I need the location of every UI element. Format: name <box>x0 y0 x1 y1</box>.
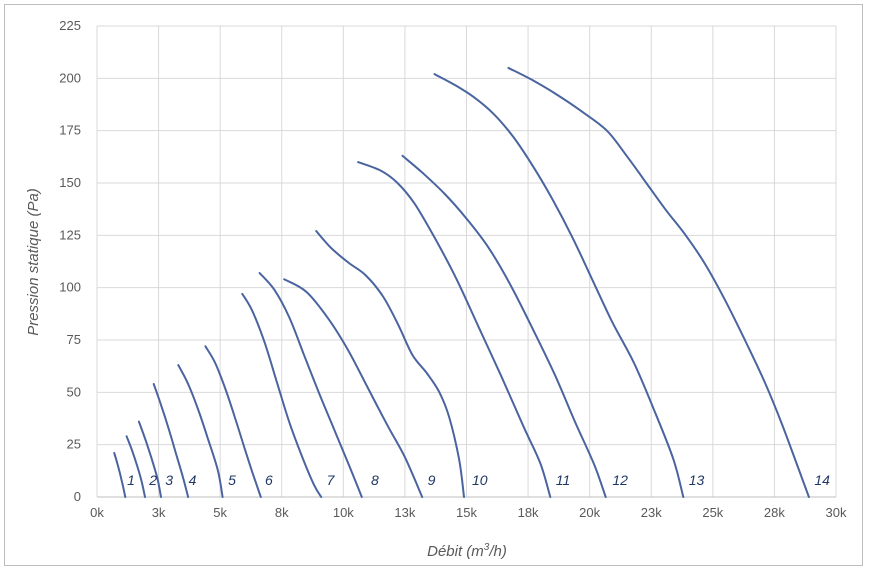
curve-label-1: 1 <box>127 472 135 488</box>
fan-curve-1 <box>113 452 127 498</box>
y-tick-label: 150 <box>59 175 81 190</box>
x-axis-title: Débit (m3/h) <box>427 542 507 560</box>
fan-curve-6 <box>204 345 262 498</box>
x-tick-label: 18k <box>518 505 539 520</box>
fan-curves <box>113 66 810 498</box>
fan-curve-8 <box>258 272 363 498</box>
y-tick-label: 225 <box>59 18 81 33</box>
x-tick-label: 28k <box>764 505 785 520</box>
fan-curve-2 <box>125 435 146 498</box>
x-tick-label: 25k <box>702 505 723 520</box>
curve-label-14: 14 <box>814 472 830 488</box>
curve-label-8: 8 <box>371 472 379 488</box>
y-tick-label: 75 <box>67 332 81 347</box>
fan-curve-3 <box>137 420 162 498</box>
fan-curve-4 <box>152 383 190 498</box>
fan-curve-11 <box>357 161 552 498</box>
curve-label-10: 10 <box>472 472 488 488</box>
x-tick-label: 15k <box>456 505 477 520</box>
y-tick-label: 50 <box>67 384 81 399</box>
x-tick-label: 0k <box>90 505 104 520</box>
fan-curve-10 <box>315 230 465 498</box>
curve-label-6: 6 <box>265 472 273 488</box>
gridlines <box>96 25 837 498</box>
y-tick-label: 125 <box>59 227 81 242</box>
x-tick-label: 20k <box>579 505 600 520</box>
fan-curve-13 <box>433 73 685 498</box>
curve-label-7: 7 <box>327 472 336 488</box>
fan-curve-14 <box>507 66 810 498</box>
y-tick-label: 0 <box>74 489 81 504</box>
curve-label-9: 9 <box>428 472 436 488</box>
y-tick-label: 200 <box>59 70 81 85</box>
curve-label-4: 4 <box>189 472 197 488</box>
chart-frame <box>4 4 863 566</box>
x-tick-labels: 0k 3k 5k 8k 10k 13k 15k 18k 20k 23k 25k 28k 30k <box>90 505 847 520</box>
curve-label-2: 2 <box>148 472 157 488</box>
curve-label-13: 13 <box>689 472 705 488</box>
fan-curve-5 <box>177 364 224 498</box>
curve-label-5: 5 <box>228 472 236 488</box>
x-tick-label: 13k <box>394 505 415 520</box>
fan-curve-9 <box>283 278 424 498</box>
x-tick-label: 3k <box>152 505 166 520</box>
y-tick-labels: 0 25 50 75 100 125 150 175 200 225 <box>59 18 81 504</box>
curve-labels: 1 2 3 4 5 6 7 8 9 10 11 12 13 14 <box>127 472 830 488</box>
fan-curve-12 <box>401 154 607 498</box>
curve-label-12: 12 <box>612 472 628 488</box>
x-tick-label: 10k <box>333 505 354 520</box>
curve-label-3: 3 <box>165 472 173 488</box>
fan-curve-7 <box>241 292 323 498</box>
x-tick-label: 5k <box>213 505 227 520</box>
y-tick-label: 100 <box>59 280 81 295</box>
x-tick-label: 23k <box>641 505 662 520</box>
y-tick-label: 25 <box>67 437 81 452</box>
y-tick-label: 175 <box>59 123 81 138</box>
x-tick-label: 30k <box>826 505 847 520</box>
y-axis-title: Pression statique (Pa) <box>25 188 42 336</box>
x-tick-label: 8k <box>275 505 289 520</box>
curve-label-11: 11 <box>556 472 571 488</box>
